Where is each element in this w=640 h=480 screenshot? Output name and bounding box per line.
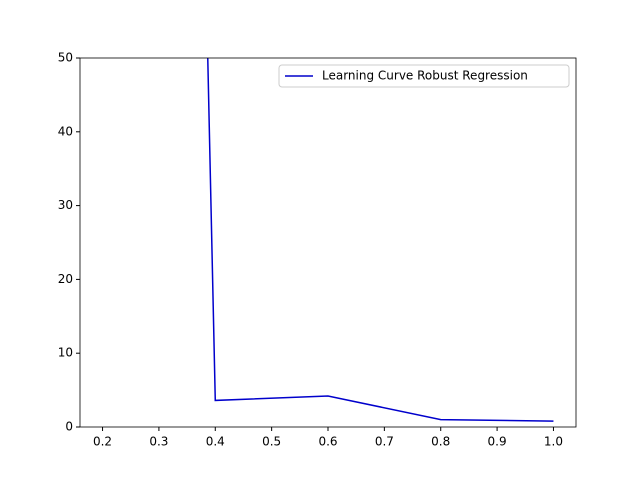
x-tick-label: 0.7: [375, 435, 394, 449]
y-tick-label: 10: [58, 346, 73, 360]
legend-label: Learning Curve Robust Regression: [322, 69, 528, 83]
x-tick-label: 0.5: [262, 435, 281, 449]
x-tick-label: 0.3: [149, 435, 168, 449]
x-tick-label: 0.2: [93, 435, 112, 449]
plot-area: [207, 58, 554, 422]
x-tick-label: 0.6: [318, 435, 337, 449]
x-tick-label: 0.4: [206, 435, 225, 449]
axes-frame: [79, 57, 577, 428]
y-tick-label: 40: [58, 124, 73, 138]
x-tick-label: 0.9: [488, 435, 507, 449]
y-tick-label: 30: [58, 198, 73, 212]
y-tick-label: 20: [58, 272, 73, 286]
y-tick-label: 0: [65, 420, 73, 434]
legend-box: [278, 64, 570, 88]
data-line: [207, 58, 554, 422]
legend: Learning Curve Robust Regression: [278, 64, 570, 88]
x-tick-label: 1.0: [544, 435, 563, 449]
y-tick-label: 50: [58, 51, 73, 65]
x-tick-label: 0.8: [431, 435, 450, 449]
